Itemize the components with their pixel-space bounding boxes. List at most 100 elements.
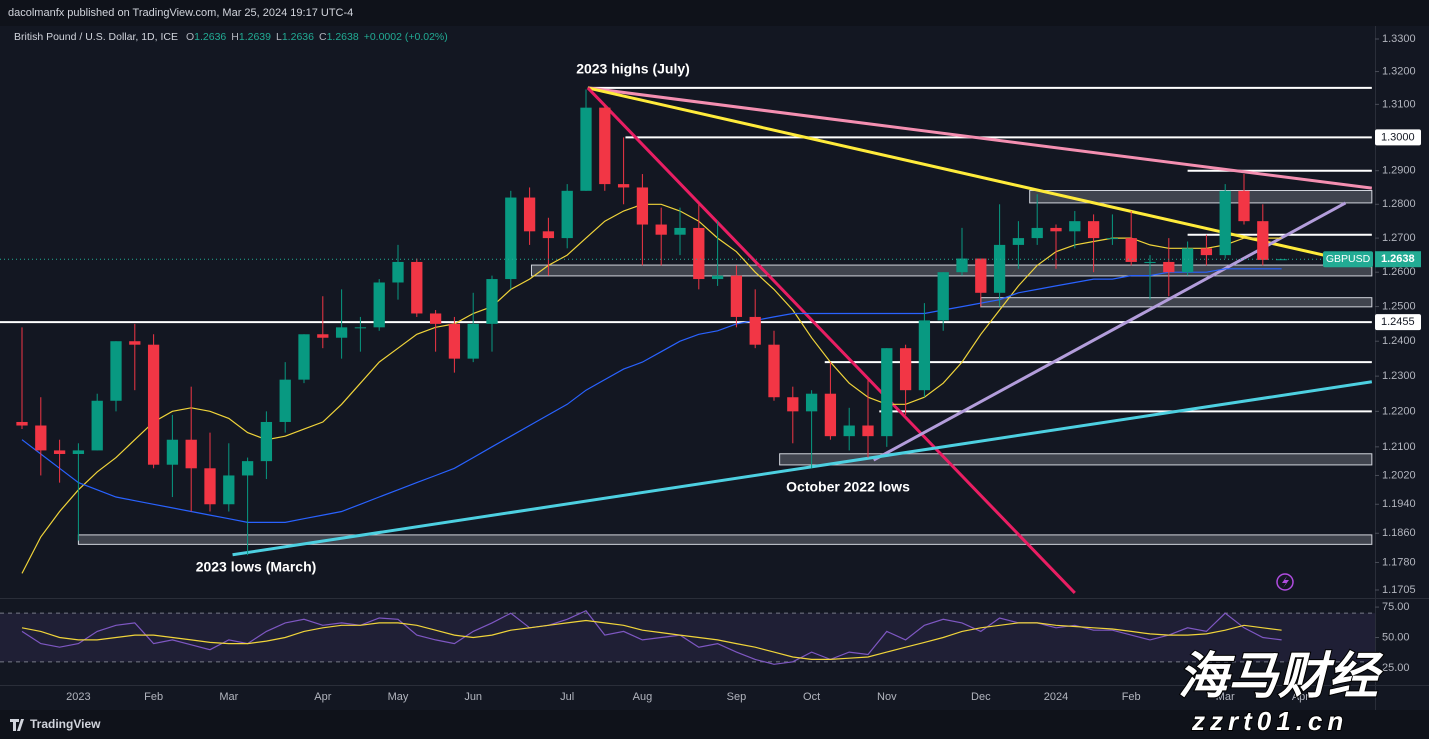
y-tick-label: 1.1860 [1382,527,1416,539]
moving-average [21,268,1282,523]
trend-line [587,86,1373,268]
ohlc-label: O [186,31,194,43]
logo-mark[interactable] [10,719,24,731]
y-tick-label: 1.1940 [1382,498,1416,510]
moving-average [21,203,1282,574]
candle-body [335,327,348,338]
candle-body [1219,190,1231,256]
candle-body [1257,221,1269,260]
candle-body [486,279,498,324]
y-tick-label: 1.3100 [1382,98,1416,110]
candle-body [53,450,66,454]
x-tick-label: Jul [560,691,574,703]
y-tick-label: 1.2900 [1382,165,1416,177]
candle-body [1069,221,1081,232]
x-tick-label: Mar [1216,691,1235,703]
rsi-band [0,613,1375,662]
candle-body [805,393,818,412]
candle-body [580,107,592,191]
candle-body [110,341,122,401]
trend-line [586,86,1076,594]
candle-body [1031,227,1043,239]
candle-body [91,400,103,451]
candle-body [1163,261,1175,273]
candle-body [843,425,855,437]
level-label: 1.3000 [1381,131,1415,143]
candle-body [918,320,931,391]
ohlc-value: 1.2636 [194,31,226,43]
candle-body [862,425,874,437]
candle-body [1275,259,1288,261]
x-tick-label: Sep [727,691,747,703]
candle-body [1050,227,1062,232]
y-tick-label: 1.2020 [1382,469,1416,481]
candle-body [787,397,799,412]
y-tick-label: 1.1780 [1382,556,1416,568]
annotation: 2023 lows (March) [196,559,317,575]
candle-body [204,468,216,505]
candle-body [617,184,630,188]
candle-body [373,282,385,328]
candle-body [975,258,987,293]
symbol-line: British Pound / U.S. Dollar, 1D, ICE O1.2… [14,31,448,43]
alert-bolt[interactable] [1282,576,1289,588]
x-tick-label: Apr [1292,691,1309,703]
candle-body [185,439,197,469]
trend-line [587,86,1373,190]
y-tick-label: 1.3200 [1382,65,1416,77]
y-tick-label: 1.2100 [1382,441,1416,453]
candle-body [993,244,1006,293]
alert-icon[interactable] [1276,573,1294,591]
price-label: 1.2638 [1381,253,1415,265]
candle-body [1144,261,1156,263]
candle-body [1125,238,1137,262]
zone [1029,189,1373,204]
candle-body [129,341,141,345]
x-tick-label: 2024 [1044,691,1068,703]
rsi-tick-label: 25.00 [1382,662,1410,674]
logo[interactable]: TradingView [30,717,101,731]
candle-body [411,261,423,314]
candle-body [1181,248,1194,273]
candle-body [354,327,367,329]
candle-body [1238,190,1250,222]
candle-body [899,348,912,391]
x-tick-label: Feb [1122,691,1141,703]
candle-body [542,231,555,239]
zone [77,534,1373,545]
candle-body [241,461,254,476]
x-tick-label: Jun [464,691,482,703]
candle-body [1200,248,1213,256]
x-tick-label: Oct [803,691,820,703]
candle-body [166,439,179,465]
level-label: 1.2455 [1381,316,1415,328]
candle-body [1012,238,1025,245]
x-tick-label: Dec [971,691,991,703]
candle-body [636,187,649,225]
ohlc-label: H [231,31,239,43]
candle-body [523,197,536,232]
candle-body [298,334,310,380]
candle-body [279,379,291,422]
candle-body [467,323,479,359]
candle-body [956,258,968,273]
x-tick-label: Aug [633,691,653,703]
candle-body [881,348,893,437]
y-tick-label: 1.2800 [1382,198,1416,210]
candle-body [16,421,28,426]
candle-body [674,227,686,235]
x-tick-label: 2023 [66,691,90,703]
candle-body [655,224,667,235]
candle-body [223,475,235,505]
trend-line [232,380,1373,557]
symbol-badge [1323,251,1373,268]
annotation: October 2022 lows [786,479,910,495]
x-tick-label: Nov [877,691,897,703]
y-tick-label: 1.2200 [1382,405,1416,417]
watermark-title: 海马财经 [1178,648,1384,704]
candle-body [260,421,273,462]
y-tick-label: 1.2500 [1382,300,1416,312]
ohlc-value: 1.2636 [282,31,314,43]
alert-circle[interactable] [1276,573,1294,591]
